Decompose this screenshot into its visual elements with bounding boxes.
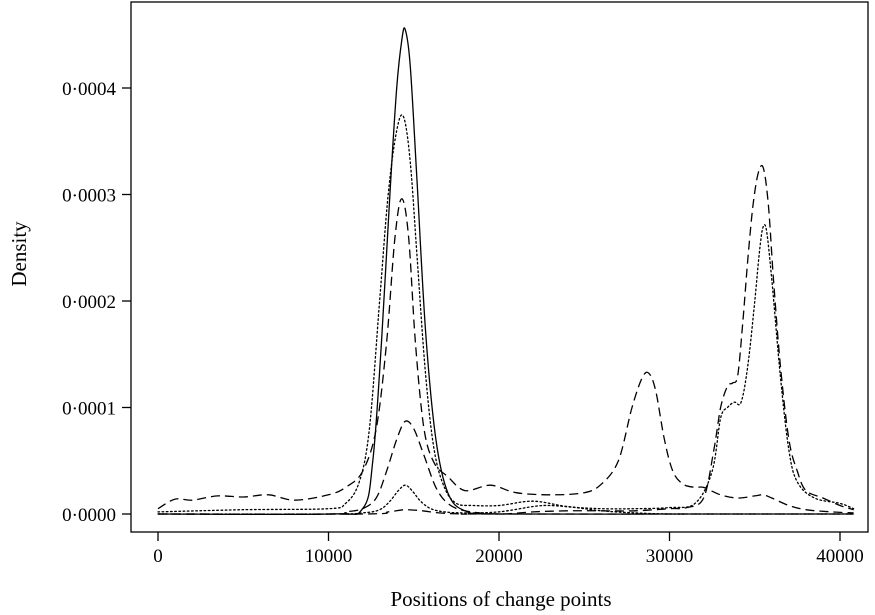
density-curve-3-dashed [157,198,854,514]
x-tick-label: 0 [153,546,163,567]
plot-frame [130,1,869,533]
density-curve-2-dotted [157,114,855,513]
x-axis-ticks: 0 10000 20000 30000 40000 [153,532,864,567]
y-tick-label: 0·0001 [62,399,116,420]
y-tick-label: 0·0002 [62,292,116,313]
y-axis-ticks: 0·0000 0·0001 0·0002 0·0003 0·0004 [62,79,131,526]
y-tick-label: 0·0000 [62,505,116,526]
x-axis-title: Positions of change points [390,587,611,611]
y-axis-title: Density [7,221,31,287]
density-curve-1-solid [157,27,854,516]
y-tick-label: 0·0003 [62,186,116,207]
density-curve-5-dotted [157,484,855,515]
x-tick-label: 10000 [305,546,353,567]
x-tick-label: 20000 [475,546,523,567]
density-curve-4-dashed [157,164,854,515]
x-tick-label: 30000 [646,546,694,567]
y-tick-label: 0·0004 [62,79,116,100]
x-tick-label: 40000 [816,546,864,567]
density-curves [157,27,855,516]
density-curve-6-dashed [157,509,854,515]
